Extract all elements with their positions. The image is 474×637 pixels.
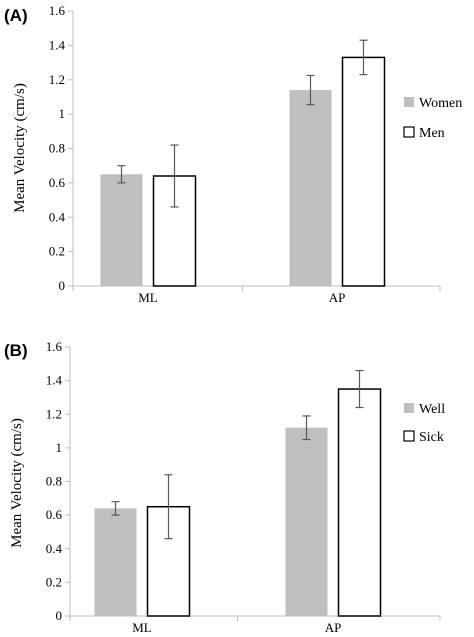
legend-swatch: [404, 403, 414, 413]
y-tick-label: 1: [59, 106, 66, 121]
bar-well-ap: [285, 427, 328, 616]
chart-panel-0: (A) 0 0.2 0.4 0.6 0.8 1 1.2 1.4 1.6 Mean Velocity …: [4, 3, 462, 305]
y-tick-label: 1: [56, 440, 63, 455]
y-tick-label: 0.6: [46, 507, 63, 522]
legend-label: Sick: [419, 430, 444, 445]
y-tick-label: 1.6: [46, 339, 63, 354]
x-tick-label: AP: [325, 620, 342, 635]
y-tick-label: 0.8: [46, 474, 62, 489]
y-tick-label: 1.2: [49, 72, 65, 87]
y-tick-label: 0.4: [46, 541, 63, 556]
y-axis-label: Mean Velocity (cm/s): [9, 418, 25, 548]
y-axis-label: Mean Velocity (cm/s): [12, 83, 28, 213]
bar-women-ml: [100, 174, 143, 286]
x-tick-label: ML: [132, 620, 152, 635]
y-tick-label: 0.2: [49, 244, 65, 259]
panel-label: (A): [4, 6, 28, 25]
y-tick-label: 1.6: [49, 3, 66, 18]
legend-swatch: [403, 126, 415, 138]
y-tick-label: 0.4: [49, 209, 66, 224]
y-tick-label: 0.6: [49, 175, 66, 190]
y-tick-label: 1.4: [49, 37, 66, 52]
bar-well-ml: [94, 508, 137, 616]
legend-swatch: [404, 97, 414, 107]
legend-swatch: [403, 430, 415, 442]
x-tick-label: ML: [138, 290, 158, 305]
y-tick-label: 0: [59, 278, 66, 293]
y-tick-label: 1.2: [46, 406, 62, 421]
y-tick-label: 0: [56, 608, 63, 623]
bar-sick-ap: [337, 388, 382, 617]
legend-label: Men: [419, 126, 445, 141]
y-tick-label: 0.8: [49, 141, 65, 156]
chart-panel-1: (B) 0 0.2 0.4 0.6 0.8 1 1.2 1.4 1.6 Mean Velocity …: [4, 339, 445, 635]
legend-label: Women: [419, 96, 462, 111]
x-tick-label: AP: [329, 290, 346, 305]
y-tick-label: 0.2: [46, 574, 62, 589]
bar-men-ap: [341, 56, 386, 287]
y-tick-label: 1.4: [46, 373, 63, 388]
legend-label: Well: [419, 402, 445, 417]
panel-label: (B): [4, 341, 28, 360]
bar-women-ap: [289, 90, 332, 286]
